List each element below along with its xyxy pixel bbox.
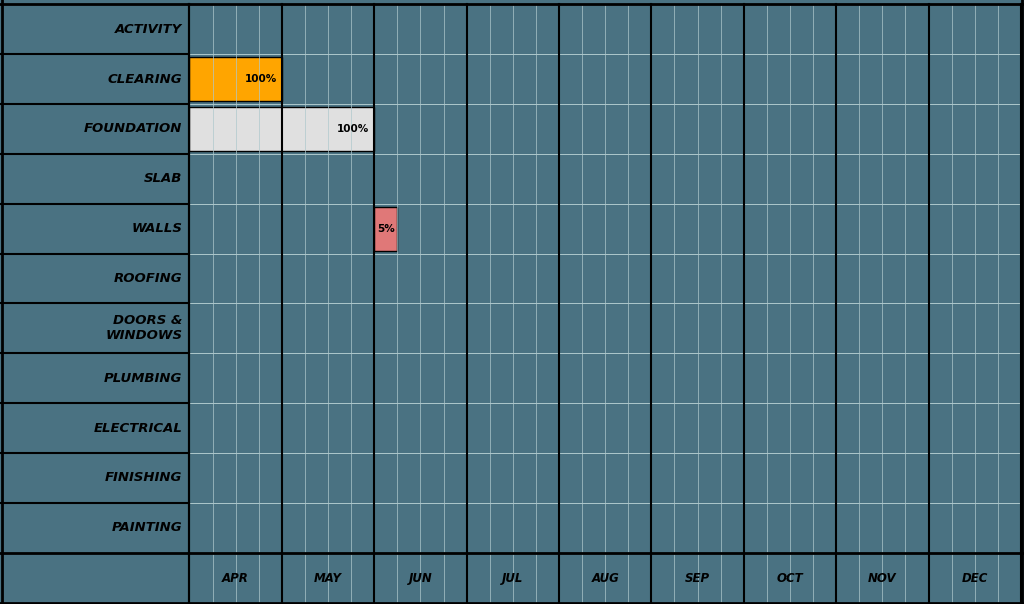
- Text: NOV: NOV: [868, 572, 897, 585]
- Text: AUG: AUG: [591, 572, 620, 585]
- Bar: [0, 553, 1024, 604]
- Text: FINISHING: FINISHING: [104, 471, 182, 484]
- Text: APR: APR: [222, 572, 249, 585]
- Text: CLEARING: CLEARING: [108, 72, 182, 86]
- Bar: [374, 207, 397, 251]
- Text: JUN: JUN: [409, 572, 432, 585]
- Text: SEP: SEP: [685, 572, 710, 585]
- Text: OCT: OCT: [776, 572, 803, 585]
- Bar: [0, 4, 189, 553]
- Bar: [189, 4, 1021, 553]
- Text: PLUMBING: PLUMBING: [103, 371, 182, 385]
- Text: 5%: 5%: [377, 223, 394, 234]
- Text: ACTIVITY: ACTIVITY: [115, 23, 182, 36]
- Text: JUL: JUL: [502, 572, 523, 585]
- Bar: [189, 107, 374, 151]
- Bar: [189, 57, 282, 101]
- Text: ELECTRICAL: ELECTRICAL: [93, 422, 182, 434]
- Text: 100%: 100%: [337, 124, 369, 134]
- Text: DOORS &
WINDOWS: DOORS & WINDOWS: [105, 314, 182, 342]
- Text: FOUNDATION: FOUNDATION: [84, 123, 182, 135]
- Text: WALLS: WALLS: [131, 222, 182, 235]
- Text: 100%: 100%: [245, 74, 276, 84]
- Text: MAY: MAY: [314, 572, 342, 585]
- Text: ROOFING: ROOFING: [114, 272, 182, 285]
- Text: PAINTING: PAINTING: [112, 521, 182, 534]
- Text: DEC: DEC: [962, 572, 988, 585]
- Text: SLAB: SLAB: [144, 172, 182, 185]
